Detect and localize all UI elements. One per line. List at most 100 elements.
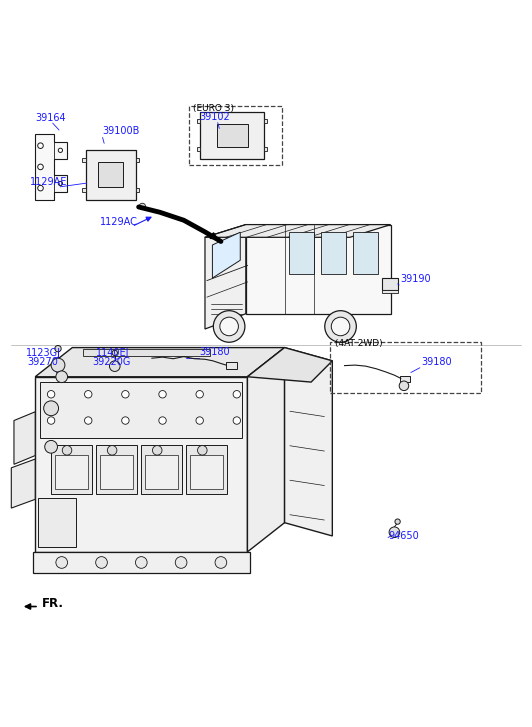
Bar: [86, 150, 136, 200]
Text: 1123GJ: 1123GJ: [26, 348, 61, 358]
Polygon shape: [35, 134, 67, 200]
Circle shape: [215, 557, 227, 569]
Bar: [381, 278, 397, 290]
Circle shape: [213, 310, 245, 342]
Bar: [142, 445, 182, 494]
Bar: [381, 290, 397, 293]
Circle shape: [110, 361, 120, 371]
Bar: [98, 162, 123, 188]
Text: 94650: 94650: [388, 531, 419, 541]
Polygon shape: [205, 225, 390, 237]
Polygon shape: [321, 232, 346, 273]
Circle shape: [122, 417, 129, 425]
Bar: [226, 362, 237, 369]
Circle shape: [62, 446, 72, 455]
Circle shape: [85, 417, 92, 425]
Bar: [83, 349, 210, 356]
Circle shape: [56, 557, 68, 569]
Circle shape: [153, 446, 162, 455]
Circle shape: [233, 390, 240, 398]
Text: 39270: 39270: [27, 357, 58, 366]
Bar: [190, 454, 223, 489]
Bar: [96, 445, 137, 494]
Polygon shape: [289, 232, 314, 273]
Circle shape: [51, 358, 65, 372]
Bar: [38, 497, 76, 547]
Circle shape: [122, 390, 129, 398]
Bar: [55, 454, 88, 489]
Bar: [136, 158, 139, 162]
Text: 1129AE: 1129AE: [30, 177, 68, 188]
Bar: [51, 445, 92, 494]
Circle shape: [45, 441, 57, 453]
Circle shape: [220, 317, 238, 336]
Polygon shape: [205, 225, 246, 329]
Circle shape: [159, 417, 166, 425]
Bar: [101, 454, 133, 489]
Circle shape: [139, 204, 146, 209]
Polygon shape: [353, 232, 378, 273]
Bar: [200, 112, 264, 158]
Circle shape: [197, 446, 207, 455]
Bar: [82, 158, 86, 162]
Text: 1140EJ: 1140EJ: [96, 348, 129, 358]
Text: (4AT 2WD): (4AT 2WD): [335, 339, 383, 348]
Bar: [136, 188, 139, 192]
Polygon shape: [14, 411, 35, 465]
Text: 39164: 39164: [36, 113, 66, 123]
Circle shape: [389, 527, 400, 537]
Circle shape: [55, 345, 61, 352]
Circle shape: [399, 381, 409, 390]
Circle shape: [233, 417, 240, 425]
Bar: [40, 382, 242, 438]
Circle shape: [159, 390, 166, 398]
Circle shape: [331, 317, 350, 336]
Text: 1129AC: 1129AC: [101, 217, 138, 227]
Circle shape: [96, 557, 107, 569]
Polygon shape: [35, 377, 247, 552]
Bar: [400, 377, 410, 382]
Text: 39180: 39180: [421, 357, 452, 367]
Text: 39190: 39190: [401, 274, 431, 284]
Polygon shape: [285, 348, 332, 536]
Bar: [82, 188, 86, 192]
Bar: [330, 342, 481, 393]
Circle shape: [107, 446, 117, 455]
Circle shape: [325, 310, 356, 342]
Text: 39180: 39180: [200, 347, 230, 357]
Polygon shape: [247, 348, 285, 552]
Polygon shape: [212, 232, 240, 278]
Circle shape: [59, 181, 63, 185]
Circle shape: [175, 557, 187, 569]
Circle shape: [59, 148, 63, 153]
Circle shape: [47, 417, 55, 425]
Text: (EURO 3): (EURO 3): [193, 104, 234, 113]
Bar: [186, 445, 227, 494]
Circle shape: [395, 519, 400, 524]
Bar: [264, 119, 267, 124]
Polygon shape: [247, 348, 332, 382]
Text: 39220G: 39220G: [92, 357, 130, 367]
Polygon shape: [246, 225, 390, 314]
Circle shape: [85, 390, 92, 398]
Polygon shape: [11, 459, 35, 508]
Circle shape: [44, 401, 59, 416]
Circle shape: [56, 371, 68, 382]
Circle shape: [196, 390, 203, 398]
Circle shape: [38, 164, 43, 169]
Text: 39100B: 39100B: [103, 126, 140, 137]
Bar: [197, 119, 200, 124]
Bar: [145, 454, 178, 489]
Text: 39102: 39102: [200, 111, 230, 121]
Circle shape: [196, 417, 203, 425]
Polygon shape: [35, 348, 285, 377]
Bar: [189, 106, 282, 164]
Circle shape: [47, 390, 55, 398]
Text: FR.: FR.: [42, 597, 64, 610]
Bar: [217, 124, 247, 147]
Bar: [197, 148, 200, 151]
Circle shape: [112, 350, 118, 356]
Bar: [32, 552, 250, 573]
Circle shape: [136, 557, 147, 569]
Circle shape: [38, 185, 43, 191]
